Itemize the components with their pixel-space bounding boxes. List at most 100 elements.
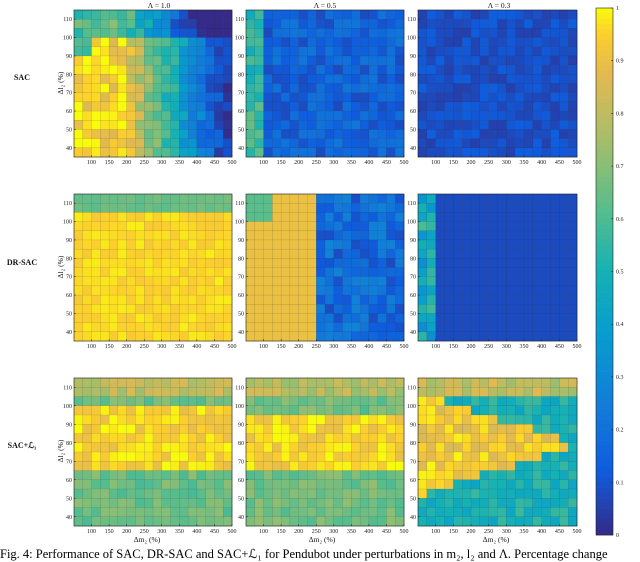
heatmap-cell xyxy=(497,46,507,57)
heatmap-cell xyxy=(479,92,490,103)
heatmap-cell xyxy=(91,19,101,29)
colorbar-segment xyxy=(596,229,613,235)
heatmap-cell xyxy=(280,285,291,296)
heatmap-cell xyxy=(254,221,264,232)
heatmap-cell xyxy=(523,92,534,103)
heatmap-cell xyxy=(550,516,560,527)
heatmap-cell xyxy=(342,451,352,462)
heatmap-cell xyxy=(523,120,534,130)
heatmap-cell xyxy=(488,193,498,204)
heatmap-cell xyxy=(117,507,128,518)
heatmap-cell xyxy=(479,488,490,499)
heatmap-cell xyxy=(316,221,326,232)
heatmap-cell xyxy=(324,46,335,57)
heatmap-cell xyxy=(100,433,110,444)
heatmap-cell xyxy=(351,258,361,268)
heatmap-cell xyxy=(214,516,224,527)
heatmap-cell xyxy=(126,203,136,213)
x-tick-label: 150 xyxy=(105,160,114,166)
heatmap-cell xyxy=(515,461,525,471)
heatmap-cell xyxy=(497,414,507,425)
heatmap-cell xyxy=(515,9,525,20)
heatmap-cell xyxy=(515,488,525,499)
heatmap-cell xyxy=(444,37,454,48)
heatmap-cell xyxy=(470,498,481,508)
heatmap-cell xyxy=(263,498,273,508)
heatmap-cell xyxy=(541,110,551,121)
heatmap-cell xyxy=(444,221,454,232)
heatmap-cell xyxy=(359,267,370,278)
heatmap-cell xyxy=(223,488,233,499)
heatmap-cell xyxy=(532,387,543,397)
colorbar-segment xyxy=(596,471,613,478)
heatmap-cell xyxy=(289,230,300,241)
heatmap-cell xyxy=(187,276,198,287)
heatmap-cell xyxy=(179,258,189,268)
colorbar-segment xyxy=(596,276,613,283)
heatmap-cell xyxy=(307,285,317,296)
heatmap-cell xyxy=(179,488,189,499)
heatmap-cell xyxy=(161,442,171,453)
heatmap-cell xyxy=(550,313,560,323)
heatmap-cell xyxy=(359,55,370,66)
heatmap-cell xyxy=(126,239,136,250)
heatmap-cell xyxy=(417,322,428,333)
heatmap-cell xyxy=(82,322,92,333)
heatmap-cell xyxy=(272,451,282,462)
heatmap-cell xyxy=(497,322,507,333)
heatmap-cell xyxy=(395,120,405,130)
heatmap-cell xyxy=(479,74,490,84)
heatmap-cell xyxy=(386,507,396,518)
heatmap-cell xyxy=(377,193,387,204)
heatmap-cell xyxy=(444,101,454,112)
heatmap-cell xyxy=(444,9,454,20)
heatmap-cell xyxy=(187,9,198,20)
heatmap-cell xyxy=(179,74,189,84)
heatmap-cell xyxy=(161,230,171,241)
heatmap-cell xyxy=(205,451,215,462)
heatmap-cell xyxy=(462,147,472,158)
y-tick-label: 60 xyxy=(66,478,72,484)
heatmap-cell xyxy=(532,405,543,416)
heatmap-cell xyxy=(377,147,387,158)
heatmap-cell xyxy=(108,92,119,103)
colorbar-segment xyxy=(596,245,613,251)
heatmap-cell xyxy=(324,479,335,490)
heatmap-cell xyxy=(135,64,145,75)
heatmap-cell xyxy=(196,129,207,139)
heatmap-cell xyxy=(214,304,224,314)
heatmap-cell xyxy=(417,442,428,453)
heatmap-cell xyxy=(82,304,92,314)
heatmap-cell xyxy=(117,451,128,462)
heatmap-cell xyxy=(395,19,405,29)
heatmap-cell xyxy=(100,451,110,462)
heatmap-cell xyxy=(479,424,490,434)
colorbar-segment xyxy=(596,529,613,536)
heatmap-cell xyxy=(342,120,352,130)
heatmap-cell xyxy=(324,442,335,453)
heatmap-cell xyxy=(395,9,405,20)
heatmap-cell xyxy=(298,212,308,222)
heatmap-cell xyxy=(91,433,101,444)
heatmap-cell xyxy=(497,470,507,481)
heatmap-cell xyxy=(342,64,352,75)
heatmap-cell xyxy=(187,55,198,66)
heatmap-cell xyxy=(307,203,317,213)
heatmap-cell xyxy=(479,396,490,407)
heatmap-cell xyxy=(462,461,472,471)
heatmap-cell xyxy=(435,120,445,130)
heatmap-cell xyxy=(488,498,498,508)
heatmap-cell xyxy=(541,221,551,232)
heatmap-cell xyxy=(462,294,472,305)
heatmap-cell xyxy=(559,442,569,453)
heatmap-cell xyxy=(488,120,498,130)
heatmap-cell xyxy=(497,258,507,268)
heatmap-cell xyxy=(214,193,224,204)
heatmap-cell xyxy=(144,203,154,213)
heatmap-cell xyxy=(568,322,578,333)
y-tick-label: 40 xyxy=(66,146,72,152)
x-tick-label: 500 xyxy=(573,529,582,535)
heatmap-cell xyxy=(506,285,516,296)
heatmap-cell xyxy=(316,313,326,323)
heatmap-cell xyxy=(135,193,145,204)
